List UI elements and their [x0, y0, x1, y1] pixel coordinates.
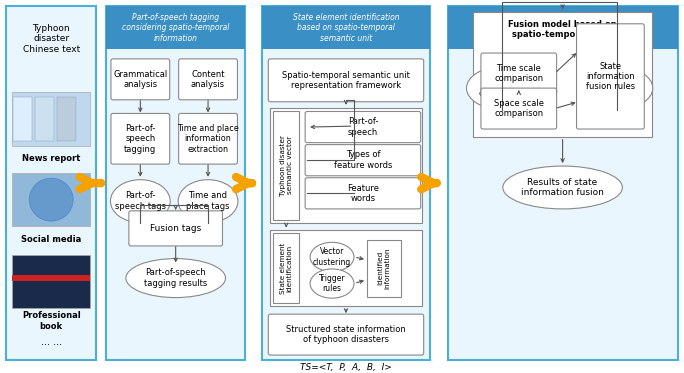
- Text: Content
analysis: Content analysis: [191, 70, 225, 89]
- Text: Spatio-temporal semantic unit
representation framework: Spatio-temporal semantic unit representa…: [282, 70, 410, 90]
- Text: Part-of-speech tagging
considering spatio-temporal
information: Part-of-speech tagging considering spati…: [122, 13, 229, 43]
- Text: Part-of-
speech
tagging: Part-of- speech tagging: [124, 124, 157, 154]
- Text: State
information
fusion rules: State information fusion rules: [586, 62, 635, 91]
- Bar: [12, 92, 90, 145]
- Text: Types of
feature words: Types of feature words: [334, 150, 392, 170]
- Bar: [263, 6, 430, 49]
- Ellipse shape: [581, 67, 653, 110]
- Bar: [270, 107, 421, 223]
- FancyBboxPatch shape: [481, 88, 557, 129]
- Text: Time and
place tags: Time and place tags: [186, 191, 230, 211]
- Text: Typhoon disaster
semantic vector: Typhoon disaster semantic vector: [280, 135, 293, 195]
- FancyBboxPatch shape: [305, 178, 421, 209]
- Ellipse shape: [178, 180, 238, 223]
- FancyBboxPatch shape: [129, 211, 222, 246]
- Text: Results of state
information fusion: Results of state information fusion: [521, 178, 604, 197]
- Text: Fusion model based on
spatio-temporal cues: Fusion model based on spatio-temporal cu…: [508, 20, 617, 39]
- Bar: [36, 97, 54, 141]
- Text: Time
dimension: Time dimension: [479, 78, 526, 98]
- Text: Feature
words: Feature words: [347, 184, 379, 203]
- FancyBboxPatch shape: [111, 59, 170, 100]
- Text: Fusion tags: Fusion tags: [150, 224, 201, 233]
- Bar: [14, 97, 32, 141]
- Bar: [57, 97, 76, 141]
- Text: News report: News report: [22, 154, 81, 163]
- Bar: [447, 6, 678, 360]
- FancyBboxPatch shape: [305, 112, 421, 142]
- Ellipse shape: [110, 180, 170, 223]
- FancyBboxPatch shape: [111, 113, 170, 164]
- Bar: [263, 6, 430, 360]
- Ellipse shape: [310, 269, 354, 298]
- Text: State information fusion
based on spatio-temporal
cues: State information fusion based on spatio…: [514, 13, 611, 43]
- Text: Grammatical
analysis: Grammatical analysis: [113, 70, 168, 89]
- FancyBboxPatch shape: [268, 314, 423, 355]
- Bar: [12, 255, 90, 308]
- Text: State element
identification: State element identification: [280, 243, 293, 294]
- Text: ... ...: ... ...: [40, 338, 62, 347]
- Text: Part-of-speech
tagging results: Part-of-speech tagging results: [144, 269, 207, 288]
- Ellipse shape: [503, 166, 622, 209]
- FancyBboxPatch shape: [268, 59, 423, 102]
- Ellipse shape: [126, 258, 226, 298]
- Text: Structured state information
of typhoon disasters: Structured state information of typhoon …: [286, 325, 406, 344]
- Ellipse shape: [310, 242, 354, 272]
- Bar: [274, 110, 299, 220]
- Bar: [12, 275, 90, 282]
- Text: Part-of-
speech: Part-of- speech: [347, 117, 378, 137]
- Text: Space scale
comparison: Space scale comparison: [494, 99, 544, 118]
- FancyBboxPatch shape: [179, 113, 237, 164]
- Text: Professional
book: Professional book: [22, 311, 81, 330]
- Bar: [447, 6, 678, 49]
- Text: Part-of-
speech tags: Part-of- speech tags: [115, 191, 166, 211]
- FancyBboxPatch shape: [305, 145, 421, 176]
- Bar: [12, 173, 90, 226]
- Bar: [367, 240, 401, 297]
- Bar: [274, 233, 299, 303]
- Text: Vector
clustering: Vector clustering: [313, 247, 351, 267]
- Text: TS=<T,  P,  A,  B,  I>: TS=<T, P, A, B, I>: [300, 363, 392, 372]
- Text: Time scale
comparison: Time scale comparison: [495, 64, 543, 83]
- FancyBboxPatch shape: [577, 24, 644, 129]
- Bar: [106, 6, 246, 360]
- Ellipse shape: [466, 67, 538, 110]
- Bar: [106, 6, 246, 49]
- Text: Space
dimension: Space dimension: [594, 78, 640, 98]
- FancyBboxPatch shape: [179, 59, 237, 100]
- Bar: [473, 12, 653, 137]
- Bar: [270, 231, 421, 306]
- Text: Time and place
information
extraction: Time and place information extraction: [177, 124, 239, 154]
- Text: Social media: Social media: [21, 235, 81, 244]
- Circle shape: [29, 178, 73, 221]
- Bar: [6, 6, 96, 360]
- Text: Identified
information: Identified information: [378, 248, 391, 289]
- Text: Typhoon
disaster
Chinese text: Typhoon disaster Chinese text: [23, 24, 80, 54]
- FancyBboxPatch shape: [481, 53, 557, 94]
- Text: Trigger
rules: Trigger rules: [319, 274, 345, 293]
- Text: State element identification
based on spatio-temporal
semantic unit: State element identification based on sp…: [293, 13, 399, 43]
